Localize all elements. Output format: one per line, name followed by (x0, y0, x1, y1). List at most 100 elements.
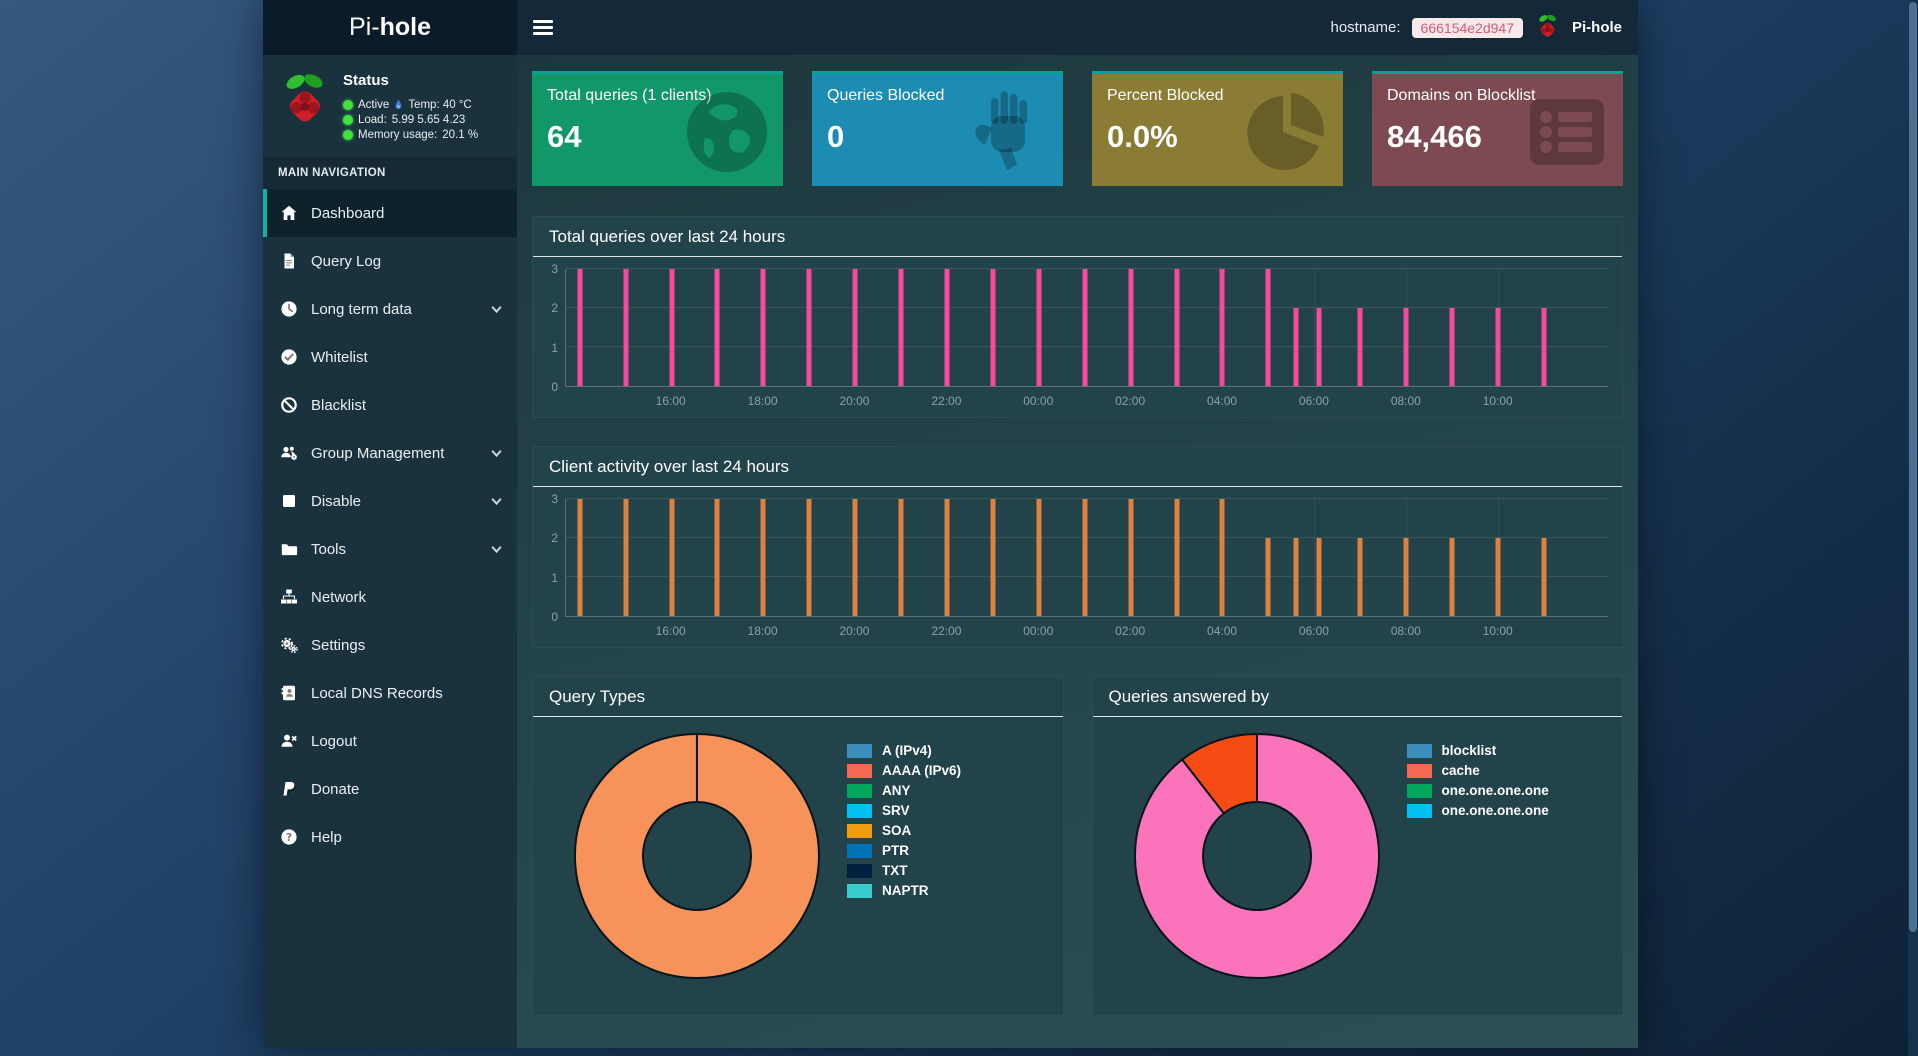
donut-chart-body: blocklist cache one.one.one.one one.one.one… (1093, 717, 1623, 985)
sidebar-item-blacklist[interactable]: Blacklist (263, 381, 517, 429)
chart-bar (852, 499, 858, 616)
sidebar-item-donate[interactable]: Donate (263, 765, 517, 813)
legend-swatch-icon (1406, 743, 1432, 758)
chart-legend: A (IPv4) AAAA (IPv6) ANY SRV SOA PTR TXT NAPTR (847, 743, 961, 985)
legend-swatch-icon (847, 823, 872, 838)
stat-card-value: 84,466 (1387, 119, 1482, 154)
chevron-down-icon (490, 495, 503, 508)
x-axis-labels: 16:00 18:00 20:00 22:00 00:00 02:00 04:00 06:00… (565, 387, 1608, 417)
sidebar-item-whitelist[interactable]: Whitelist (263, 333, 517, 381)
page-scrollbar (1908, 0, 1918, 1056)
legend-item[interactable]: A (IPv4) (847, 743, 961, 758)
chart-bar (1403, 308, 1409, 386)
x-tick-label: 04:00 (1207, 394, 1238, 408)
chart-bar (760, 269, 766, 386)
status-value: Temp: 40 °C (408, 98, 472, 111)
sidebar-item-label: Network (311, 588, 367, 606)
sidebar-item-tools[interactable]: Tools (263, 525, 517, 573)
x-tick-label: 02:00 (1115, 394, 1146, 408)
chart-bar (852, 269, 858, 386)
sidebar-toggle-button[interactable] (517, 0, 569, 55)
donut (1107, 727, 1407, 985)
legend-item[interactable]: SOA (847, 823, 961, 838)
legend-item[interactable]: NAPTR (847, 883, 961, 898)
client-activity-chart: 0 1 2 3 16:00 18:00 20:00 22:00 00:00 02:00 04:00 0… (533, 487, 1622, 647)
legend-item[interactable]: PTR (847, 843, 961, 858)
sidebar-item-label: Whitelist (311, 348, 368, 366)
donut-panels-row: Query Types A (IPv4) AAAA (IPv6) ANY SRV SOA… (532, 676, 1623, 1016)
legend-item[interactable]: one.one.one.one (1406, 783, 1549, 798)
y-tick-label: 1 (551, 570, 558, 585)
legend-item[interactable]: SRV (847, 803, 961, 818)
panel-title: Queries answered by (1108, 687, 1270, 706)
chart-bar (714, 499, 720, 616)
chart-bar (1316, 308, 1322, 386)
hand-icon (961, 86, 1053, 178)
navbar-right: hostname: 666154e2d947 Pi-hole (1331, 13, 1639, 42)
x-tick-label: 18:00 (747, 624, 778, 638)
y-tick-label: 2 (551, 531, 558, 546)
chart-bar (1174, 269, 1179, 386)
legend-item[interactable]: TXT (847, 863, 961, 878)
list-icon (1521, 86, 1613, 178)
hostname-badge: 666154e2d947 (1411, 17, 1523, 38)
query-types-chart: A (IPv4) AAAA (IPv6) ANY SRV SOA PTR TXT NAPTR (533, 717, 1063, 985)
sidebar-menu: Dashboard Query Log Long term data Whitelis… (263, 189, 517, 861)
brand-link[interactable]: Pi-hole (263, 0, 517, 55)
sidebar-item-disable[interactable]: Disable (263, 477, 517, 525)
sidebar-item-help[interactable]: ? Help (263, 813, 517, 861)
chart-bar (898, 269, 904, 386)
chart-bar (1036, 269, 1042, 386)
account-label[interactable]: Pi-hole (1571, 19, 1622, 36)
user-times-icon (280, 732, 298, 750)
y-tick-label: 0 (551, 610, 558, 624)
legend-item[interactable]: AAAA (IPv6) (847, 763, 961, 778)
sidebar-item-label: Dashboard (311, 204, 385, 222)
panel-header: Client activity over last 24 hours (533, 447, 1622, 487)
sidebar-item-label: Disable (311, 492, 362, 510)
chart-bar (1316, 538, 1322, 616)
panel-title: Total queries over last 24 hours (549, 227, 786, 246)
plot-area: 16:00 18:00 20:00 22:00 00:00 02:00 04:00 06:00… (565, 498, 1608, 647)
legend-item[interactable]: blocklist (1406, 743, 1549, 758)
legend-item[interactable]: cache (1406, 763, 1549, 778)
x-tick-label: 00:00 (1023, 394, 1054, 408)
home-icon (280, 204, 298, 222)
bar-chart-body: 0 1 2 3 16:00 18:00 20:00 22:00 00:00 02:00 04:00 0… (533, 487, 1622, 647)
sidebar-item-settings[interactable]: Settings (263, 621, 517, 669)
sidebar-item-label: Help (311, 828, 342, 846)
legend-label: blocklist (1441, 743, 1497, 758)
sitemap-icon (280, 588, 298, 606)
status-label: Memory usage: (358, 129, 438, 141)
sidebar-item-group-management[interactable]: Group Management (263, 429, 517, 477)
panel-header: Total queries over last 24 hours (533, 217, 1622, 257)
legend-item[interactable]: ANY (847, 783, 961, 798)
sidebar-item-network[interactable]: Network (263, 573, 517, 621)
chart-bar (623, 499, 629, 616)
sidebar-item-local-dns-records[interactable]: Local DNS Records (263, 669, 517, 717)
hamburger-icon (533, 17, 553, 38)
gridline (1314, 269, 1316, 386)
x-tick-label: 22:00 (931, 624, 962, 638)
scrollbar-thumb[interactable] (1909, 2, 1917, 932)
chart-bar (1449, 538, 1455, 616)
legend-swatch-icon (847, 743, 872, 758)
legend-item[interactable]: one.one.one.one (1406, 803, 1549, 818)
pihole-app: Pi-hole hostname: 666154e2d947 Pi-hole (263, 0, 1638, 1048)
chart-bar (1219, 499, 1225, 616)
chevron-down-icon (490, 447, 503, 460)
panel-queries-answered: Queries answered by blocklist cache one.on… (1091, 676, 1623, 1016)
total-queries-chart: 0 1 2 3 16:00 18:00 20:00 22:00 00:00 02:00 04:00 0… (533, 257, 1622, 417)
chart-bar (577, 499, 583, 616)
sidebar-item-logout[interactable]: Logout (263, 717, 517, 765)
sidebar-item-long-term-data[interactable]: Long term data (263, 285, 517, 333)
queries-answered-chart: blocklist cache one.one.one.one one.one.one… (1093, 717, 1623, 985)
x-tick-label: 22:00 (931, 394, 962, 408)
sidebar-item-dashboard[interactable]: Dashboard (263, 189, 517, 237)
sidebar-item-query-log[interactable]: Query Log (263, 237, 517, 285)
pie-icon (1241, 86, 1333, 178)
y-tick-label: 2 (551, 301, 558, 316)
sidebar-item-label: Blacklist (311, 396, 367, 414)
y-tick-label: 3 (551, 492, 558, 506)
app-body: Status Active Temp: 40 °C Load: 5.99 5.65 4… (263, 55, 1638, 1048)
